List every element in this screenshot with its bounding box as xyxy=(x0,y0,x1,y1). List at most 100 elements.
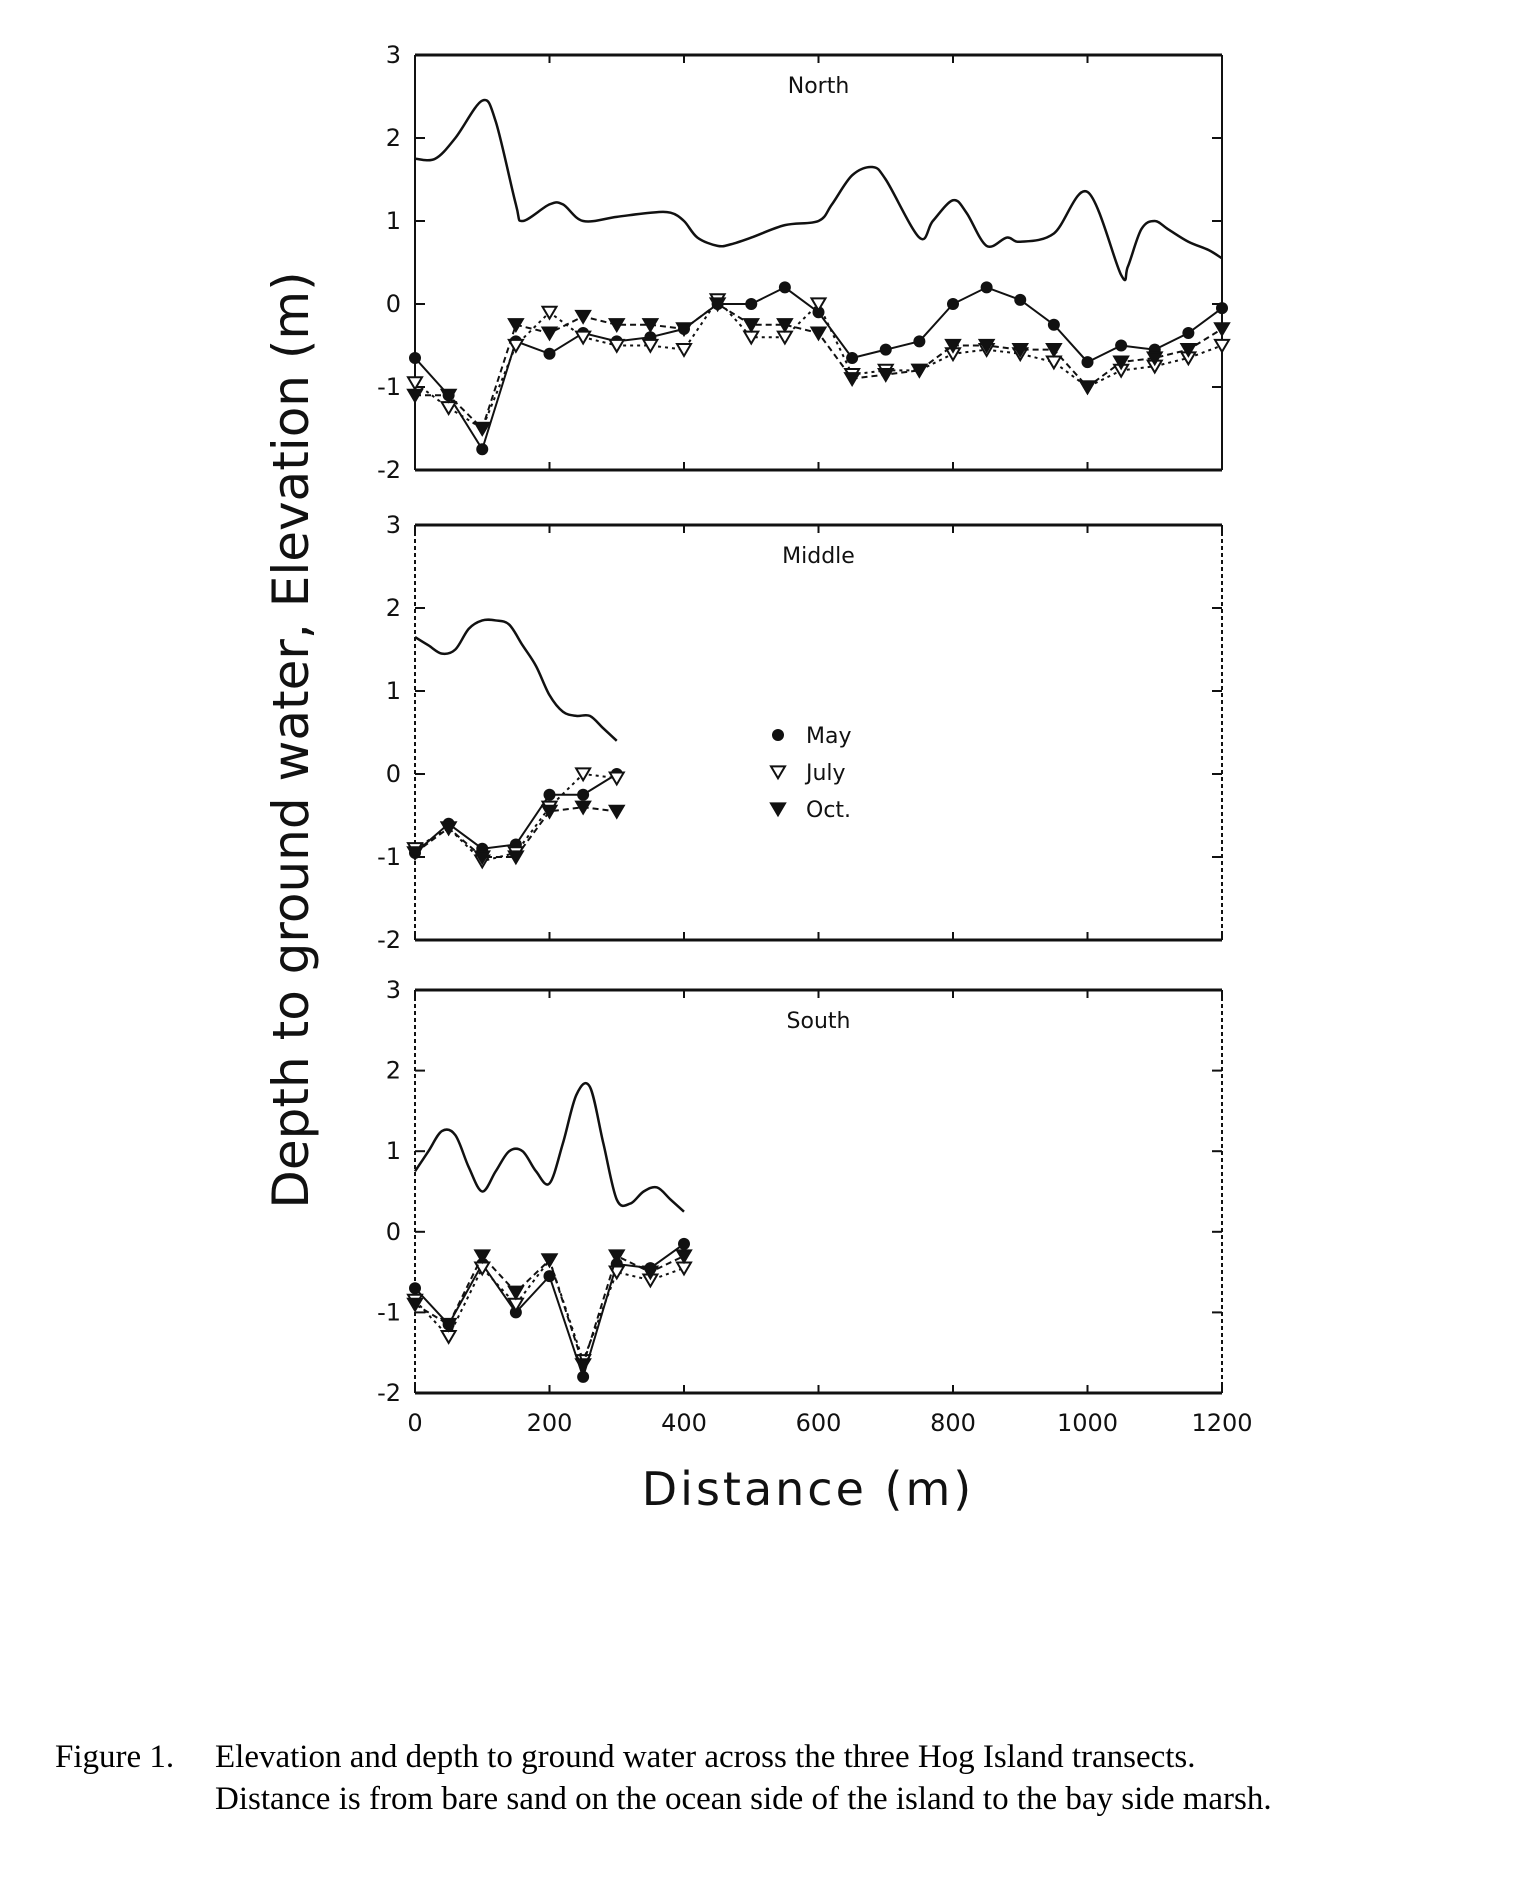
panel-title: South xyxy=(787,1009,851,1034)
x-tick-label: 1200 xyxy=(1191,1409,1252,1437)
point-may xyxy=(476,443,489,456)
x-axis-label: Distance (m) xyxy=(642,1462,974,1516)
point-oct xyxy=(540,1253,559,1269)
x-tick-label: 0 xyxy=(407,1409,422,1437)
point-july xyxy=(641,338,660,354)
point-july xyxy=(675,1261,693,1277)
point-july xyxy=(675,343,693,358)
point-oct xyxy=(473,1249,491,1265)
x-tick-label: 400 xyxy=(661,1409,707,1437)
point-may xyxy=(745,298,758,310)
point-may xyxy=(543,788,556,801)
point-oct xyxy=(1146,351,1164,367)
point-july xyxy=(608,771,626,787)
x-tick-label: 1000 xyxy=(1057,1409,1118,1437)
chart-panels: -2-10123North-2-10123MiddleMayJulyOct.-2… xyxy=(377,41,1252,1437)
point-oct xyxy=(439,1317,458,1333)
panel-south: -2 -1 0 1 2 3 0 200 400 600 800 1000 1200 South xyxy=(377,976,1252,1437)
point-oct xyxy=(574,800,592,816)
point-may xyxy=(543,1270,556,1283)
caption-line-2: Distance is from bare sand on the ocean … xyxy=(215,1781,1272,1817)
point-oct xyxy=(608,1249,626,1265)
point-oct xyxy=(507,1285,525,1301)
point-oct xyxy=(406,846,424,862)
point-may xyxy=(947,298,959,310)
point-july xyxy=(1213,338,1231,354)
point-oct xyxy=(910,363,929,379)
y-tick-label: 3 xyxy=(386,976,401,1004)
point-may xyxy=(1014,293,1027,306)
point-oct xyxy=(708,297,727,313)
elevation-line xyxy=(414,98,1223,282)
point-july xyxy=(574,767,592,783)
point-oct xyxy=(675,322,693,338)
point-july xyxy=(809,297,828,313)
point-may xyxy=(1216,302,1228,315)
point-july xyxy=(540,305,559,321)
point-may xyxy=(543,347,556,360)
panel-middle: -2 -1 0 1 2 3 Middle May July Oct. xyxy=(377,511,1223,954)
point-oct xyxy=(574,1358,592,1374)
y-tick-label: 3 xyxy=(386,511,401,539)
y-tick-label: -1 xyxy=(377,843,401,871)
legend-marker-oct xyxy=(769,802,787,818)
point-oct xyxy=(977,338,996,354)
point-oct xyxy=(809,326,828,342)
panel-title: North xyxy=(788,74,850,99)
point-may xyxy=(1115,339,1128,352)
elevation-line xyxy=(413,1081,685,1213)
point-oct xyxy=(1078,380,1097,396)
y-tick-label: 0 xyxy=(386,290,401,318)
y-tick-label: -1 xyxy=(377,373,401,401)
legend-marker-july xyxy=(769,765,787,781)
legend-label-may: May xyxy=(806,724,851,749)
point-july xyxy=(439,1329,458,1345)
point-may xyxy=(980,281,993,294)
y-tick-label: -2 xyxy=(377,456,401,484)
y-tick-label: 1 xyxy=(386,207,401,235)
series-line-oct xyxy=(415,302,1223,431)
elevation-line xyxy=(414,618,618,742)
point-oct xyxy=(540,804,559,820)
point-oct xyxy=(877,367,895,383)
legend-label-oct: Oct. xyxy=(806,798,851,823)
point-oct xyxy=(574,309,592,325)
point-oct xyxy=(776,318,794,334)
point-oct xyxy=(1112,355,1130,371)
point-oct xyxy=(540,326,559,342)
point-may xyxy=(1047,318,1060,331)
point-oct xyxy=(439,388,458,404)
point-may xyxy=(913,335,926,348)
panel-north: -2 -1 0 1 2 3 North xyxy=(377,41,1231,484)
y-tick-label: 2 xyxy=(386,124,401,152)
point-oct xyxy=(1045,343,1063,358)
point-oct xyxy=(439,821,458,837)
y-tick-label: -2 xyxy=(377,926,401,954)
point-may xyxy=(577,1370,590,1383)
point-oct xyxy=(507,318,525,334)
point-oct xyxy=(608,804,626,820)
point-oct xyxy=(406,1297,424,1313)
point-oct xyxy=(641,318,660,334)
x-tick-label: 800 xyxy=(930,1409,976,1437)
point-oct xyxy=(473,421,491,437)
y-axis-label: Depth to ground water, Elevation (m) xyxy=(262,271,320,1208)
point-oct xyxy=(473,850,491,866)
point-oct xyxy=(843,372,861,387)
y-tick-label: -1 xyxy=(377,1298,401,1326)
y-tick-label: 0 xyxy=(386,1218,401,1246)
point-oct xyxy=(1011,343,1029,358)
caption-line-1: Elevation and depth to ground water acro… xyxy=(215,1739,1196,1775)
point-may xyxy=(409,351,421,364)
point-oct xyxy=(742,318,760,334)
legend-label-july: July xyxy=(804,761,846,786)
y-tick-label: 2 xyxy=(386,594,401,622)
point-july xyxy=(406,376,424,392)
point-july xyxy=(574,330,592,346)
legend-marker-may xyxy=(772,729,784,741)
point-oct xyxy=(1179,343,1198,358)
point-oct xyxy=(641,1265,660,1281)
series-line-july xyxy=(414,298,1223,430)
point-july xyxy=(608,338,626,354)
